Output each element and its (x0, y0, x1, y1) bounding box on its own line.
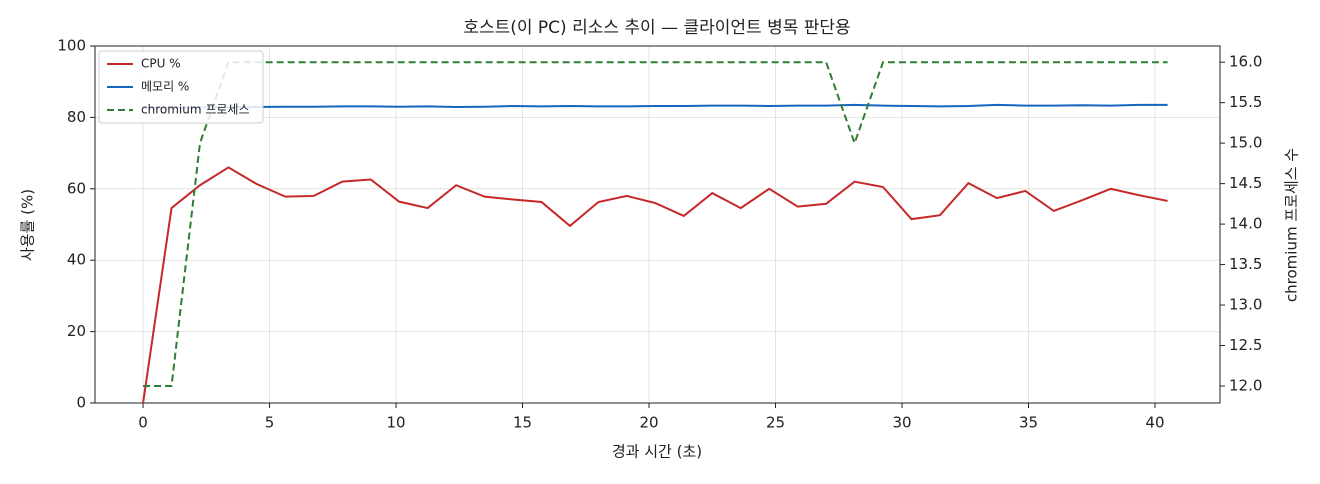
series-line (143, 61, 1168, 387)
y2-tick-label: 14.5 (1229, 174, 1262, 192)
y-axis-label: 사용률 (%) (19, 189, 37, 261)
y2-tick-label: 12.0 (1229, 377, 1262, 395)
chart-title: 호스트(이 PC) 리소스 추이 — 클라이언트 병목 판단용 (463, 18, 850, 38)
y-tick-label: 40 (67, 251, 86, 269)
y2-tick-label: 16.0 (1229, 53, 1262, 71)
x-tick-label: 10 (386, 414, 405, 432)
x-tick-label: 35 (1019, 414, 1038, 432)
legend: CPU % 메모리 % chromium 프로세스 (98, 50, 264, 124)
legend-label: chromium 프로세스 (141, 103, 250, 117)
x-tick-label: 0 (138, 414, 148, 432)
y2-tick-label: 14.0 (1229, 215, 1262, 233)
x-tick-label: 5 (265, 414, 275, 432)
series-line (143, 103, 1168, 110)
x-axis-label: 경과 시간 (초) (612, 443, 702, 461)
legend-box (98, 50, 264, 124)
y2-tick-label: 12.5 (1229, 336, 1262, 354)
series-line (142, 166, 1168, 404)
x-tick-label: 40 (1145, 414, 1164, 432)
x-tick-label: 25 (766, 414, 785, 432)
y-tick-label: 20 (67, 322, 86, 340)
x-tick-label: 20 (639, 414, 658, 432)
y2-tick-label: 15.0 (1229, 134, 1262, 152)
y2-tick-label: 15.5 (1229, 93, 1262, 111)
y-tick-label: 100 (57, 37, 86, 55)
x-tick-label: 30 (892, 414, 911, 432)
legend-label: 메모리 % (141, 80, 189, 94)
x-tick-label: 15 (513, 414, 532, 432)
y2-tick-label: 13.5 (1229, 255, 1262, 273)
y2-axis-label: chromium 프로세스 수 (1283, 148, 1301, 302)
y-tick-label: 0 (76, 394, 86, 412)
y-tick-label: 80 (67, 108, 86, 126)
y-tick-label: 60 (67, 179, 86, 197)
y2-tick-label: 13.0 (1229, 296, 1262, 314)
plot-frame (94, 45, 1221, 404)
legend-label: CPU % (141, 57, 181, 71)
